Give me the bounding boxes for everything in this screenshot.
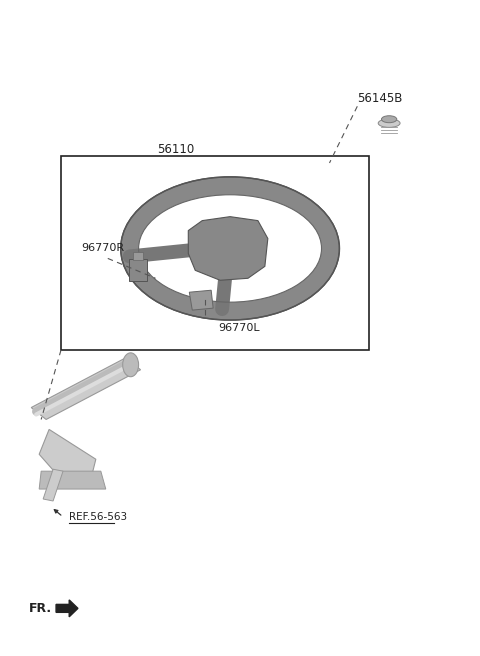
Text: 56145B: 56145B xyxy=(357,92,403,105)
Polygon shape xyxy=(31,358,141,419)
Polygon shape xyxy=(56,600,78,617)
Text: 56110: 56110 xyxy=(157,142,194,155)
Ellipse shape xyxy=(123,353,139,377)
Ellipse shape xyxy=(139,195,322,302)
Text: FR.: FR. xyxy=(29,602,52,615)
Polygon shape xyxy=(188,216,268,280)
Ellipse shape xyxy=(378,119,400,127)
Polygon shape xyxy=(43,469,63,501)
Ellipse shape xyxy=(382,115,397,123)
Text: 96770R: 96770R xyxy=(81,243,124,253)
Bar xyxy=(61,156,369,350)
Text: REF.56-563: REF.56-563 xyxy=(69,512,127,522)
Polygon shape xyxy=(39,430,96,479)
Ellipse shape xyxy=(120,177,339,320)
Polygon shape xyxy=(129,259,146,281)
Polygon shape xyxy=(39,471,106,489)
Bar xyxy=(132,253,143,260)
Polygon shape xyxy=(189,290,213,310)
Text: 96770L: 96770L xyxy=(218,323,260,333)
